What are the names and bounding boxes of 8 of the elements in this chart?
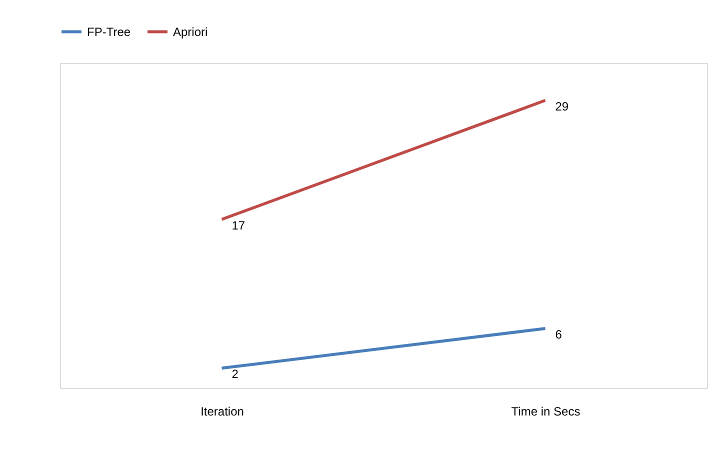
x-tick-label: Time in Secs <box>511 404 580 418</box>
data-label: 6 <box>555 327 562 342</box>
x-tick-label: Iteration <box>200 404 244 418</box>
legend-label: FP-Tree <box>87 24 131 39</box>
data-label: 17 <box>232 218 246 232</box>
data-label: 2 <box>232 367 239 382</box>
legend-label: Apriori <box>173 24 208 39</box>
data-label: 29 <box>555 99 569 114</box>
